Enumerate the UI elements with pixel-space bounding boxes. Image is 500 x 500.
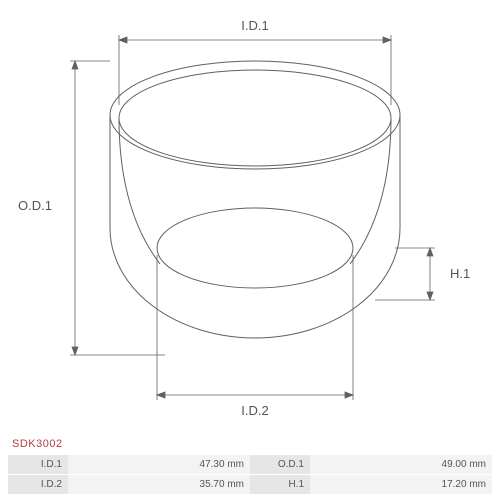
part-number: SDK3002 (12, 438, 63, 450)
dim-key: I.D.2 (8, 475, 68, 495)
dim-value: 47.30 mm (68, 455, 250, 475)
dim-key: H.1 (250, 475, 310, 495)
dim-label-id2: I.D.2 (241, 403, 268, 418)
dimensions-table: I.D.1 47.30 mm O.D.1 49.00 mm I.D.2 35.7… (8, 455, 492, 495)
dim-value: 49.00 mm (310, 455, 492, 475)
dim-key: O.D.1 (250, 455, 310, 475)
table-row: I.D.2 35.70 mm H.1 17.20 mm (8, 475, 492, 495)
dim-key: I.D.1 (8, 455, 68, 475)
table-row: I.D.1 47.30 mm O.D.1 49.00 mm (8, 455, 492, 475)
dim-value: 17.20 mm (310, 475, 492, 495)
dim-value: 35.70 mm (68, 475, 250, 495)
technical-drawing: I.D.1 O.D.1 I.D.2 H.1 (0, 0, 500, 430)
dim-label-id1: I.D.1 (241, 18, 268, 33)
dim-label-od1: O.D.1 (18, 198, 52, 213)
dim-label-h1: H.1 (450, 266, 470, 281)
